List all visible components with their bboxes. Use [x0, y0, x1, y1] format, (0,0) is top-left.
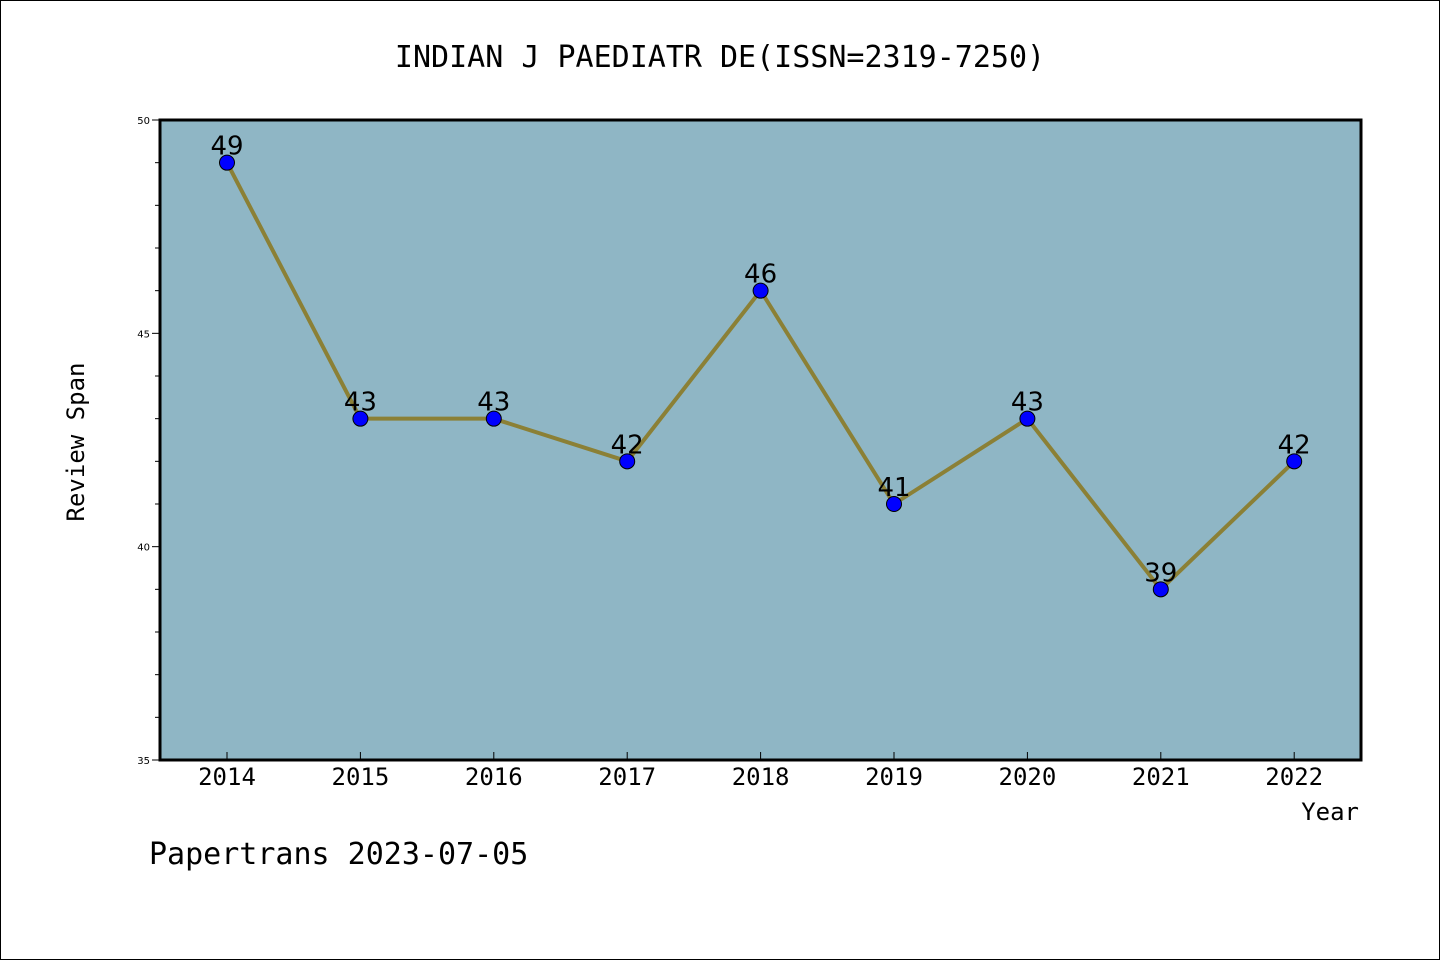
y-tick-label: 35	[137, 756, 150, 767]
data-label: 46	[744, 260, 777, 290]
x-tick-label: 2022	[1265, 763, 1323, 791]
plot-area	[158, 118, 1363, 762]
data-point-marker	[352, 410, 369, 427]
data-label: 49	[210, 132, 243, 162]
x-tick-label: 2014	[198, 763, 256, 791]
data-point-marker	[485, 410, 502, 427]
x-axis-ticks: 2014 2015 2016 2017 2018 2019 2020 2021 2022	[198, 752, 1323, 791]
data-markers	[219, 154, 1303, 598]
data-label: 43	[1011, 388, 1044, 418]
data-point-marker	[1286, 453, 1303, 470]
x-tick-label: 2017	[598, 763, 656, 791]
y-axis-ticks: 35 40 45 50	[137, 116, 160, 767]
data-label: 43	[477, 388, 510, 418]
x-tick-label: 2016	[465, 763, 523, 791]
x-tick-label: 2019	[865, 763, 923, 791]
y-tick-label: 45	[137, 329, 150, 340]
data-point-marker	[1019, 410, 1036, 427]
data-labels: 49 43 43 42 46 41 43 39 42	[210, 132, 1310, 589]
data-label: 43	[344, 388, 377, 418]
x-tick-label: 2020	[999, 763, 1057, 791]
y-axis-label: Review Span	[62, 363, 90, 522]
footer-credit: Papertrans 2023-07-05	[149, 837, 528, 872]
data-point-marker	[219, 154, 235, 171]
data-point-marker	[886, 496, 902, 512]
x-tick-label: 2021	[1132, 763, 1190, 791]
data-label: 42	[1278, 430, 1311, 460]
data-point-marker	[752, 282, 769, 299]
data-label: 42	[611, 430, 644, 460]
y-tick-label: 50	[137, 116, 150, 127]
x-axis-label: Year	[1301, 798, 1359, 826]
data-label: 41	[877, 473, 910, 503]
data-point-marker	[619, 453, 636, 470]
x-tick-label: 2015	[332, 763, 390, 791]
x-tick-label: 2018	[732, 763, 790, 791]
y-tick-label: 40	[137, 543, 150, 554]
chart-title: INDIAN J PAEDIATR DE(ISSN=2319-7250)	[395, 40, 1045, 75]
data-label: 39	[1144, 558, 1177, 588]
data-point-marker	[1152, 581, 1169, 598]
